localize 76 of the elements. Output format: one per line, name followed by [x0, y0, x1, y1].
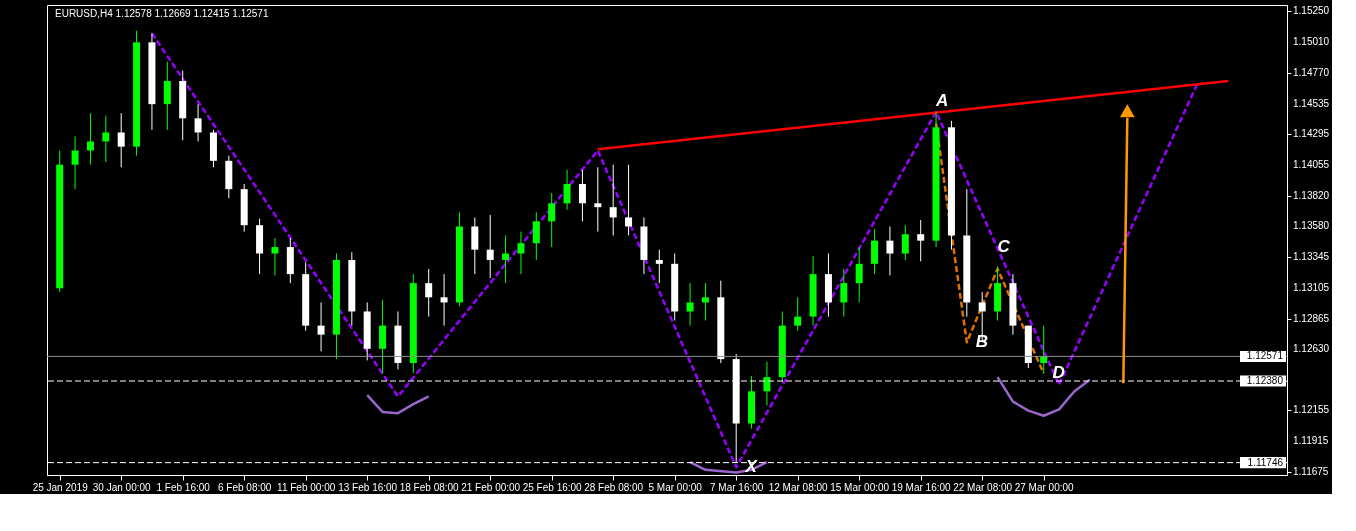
- y-tick-label: 1.14535: [1293, 97, 1330, 109]
- data-label: A: [934, 91, 949, 111]
- candlestick: [578, 169, 586, 222]
- candlestick: [102, 115, 110, 163]
- candlestick: [701, 282, 709, 321]
- x-tick-label: 27 Mar 00:00: [1014, 481, 1075, 493]
- y-tick-label: 1.15010: [1293, 36, 1330, 48]
- x-tick-label: 11 Feb 00:00: [277, 481, 336, 493]
- candlestick: [271, 237, 279, 276]
- candlestick: [548, 192, 556, 248]
- x-tick-label: 25 Feb 16:00: [522, 481, 583, 493]
- candlestick: [317, 301, 325, 352]
- x-tick-label: 22 Mar 08:00: [953, 481, 1013, 493]
- candlestick: [917, 219, 925, 262]
- line-series: [934, 122, 1045, 375]
- candlestick: [855, 246, 863, 303]
- candlestick: [117, 112, 125, 168]
- candlestick: [871, 228, 879, 275]
- y-tick-label: 1.13345: [1293, 250, 1330, 262]
- y-tick-label: 1.14295: [1293, 128, 1330, 140]
- candlestick: [440, 273, 448, 327]
- candlestick: [517, 231, 525, 275]
- x-tick-label: 25 Jan 2019: [32, 481, 89, 493]
- x-tick-label: 21 Feb 00:00: [461, 481, 521, 493]
- candlestick: [625, 164, 633, 236]
- candlestick: [594, 166, 602, 233]
- candlestick: [163, 61, 171, 131]
- candlestick: [686, 282, 694, 327]
- y-tick-label: 1.14055: [1293, 159, 1330, 171]
- candlestick: [901, 224, 909, 261]
- candlestick: [471, 216, 479, 275]
- candlestick: [532, 211, 540, 261]
- y-tick-label: 1.13105: [1293, 281, 1330, 293]
- x-tick-label: 18 Feb 08:00: [399, 481, 460, 493]
- chart-title: EURUSD,H4 1.12578 1.12669 1.12415 1.12571: [55, 8, 269, 19]
- y-tick-label: 1.12865: [1293, 312, 1330, 324]
- candlestick: [763, 361, 771, 406]
- ref-line-label: 1.12571: [1246, 350, 1284, 362]
- candlestick: [1040, 325, 1048, 374]
- candlestick: [609, 164, 617, 236]
- x-tick-label: 28 Feb 08:00: [584, 481, 644, 493]
- candlestick: [425, 268, 433, 318]
- candlestick: [794, 296, 802, 332]
- ref-line-label: 1.11746: [1247, 456, 1284, 468]
- data-label: D: [1052, 363, 1065, 383]
- y-tick-label: 1.15250: [1293, 5, 1330, 17]
- x-tick-label: 13 Feb 16:00: [338, 481, 398, 493]
- x-tick-label: 7 Mar 16:00: [710, 481, 764, 493]
- y-tick-label: 1.12630: [1293, 342, 1330, 354]
- candlestick: [502, 234, 510, 284]
- y-tick-label: 1.11675: [1293, 465, 1329, 477]
- candlestick: [840, 268, 848, 318]
- candlestick: [886, 225, 894, 276]
- y-tick-label: 1.13580: [1293, 220, 1330, 232]
- candlestick: [71, 135, 79, 190]
- data-label: B: [975, 332, 988, 352]
- candlestick: [486, 214, 494, 279]
- x-tick-label: 12 Mar 08:00: [768, 481, 829, 493]
- x-tick-label: 1 Feb 16:00: [156, 481, 211, 493]
- x-tick-label: 19 Mar 16:00: [891, 481, 952, 493]
- x-tick-label: 15 Mar 00:00: [830, 481, 890, 493]
- candlestick: [86, 112, 94, 166]
- data-label: C: [997, 236, 1011, 256]
- candlestick: [194, 103, 202, 142]
- line-series: [365, 393, 430, 415]
- y-tick-label: 1.12155: [1293, 403, 1330, 415]
- candlestick: [379, 299, 387, 374]
- x-tick-label: 30 Jan 00:00: [92, 481, 152, 493]
- x-tick-label: 5 Mar 00:00: [648, 481, 703, 493]
- y-tick-label: 1.11915: [1293, 434, 1329, 446]
- ref-line-label: 1.12380: [1246, 375, 1284, 386]
- candlestick: [563, 169, 571, 211]
- x-tick-label: 6 Feb 08:00: [218, 481, 272, 493]
- y-tick-label: 1.14770: [1293, 67, 1330, 79]
- candlestick: [655, 249, 663, 284]
- y-tick-label: 1.13820: [1293, 189, 1330, 201]
